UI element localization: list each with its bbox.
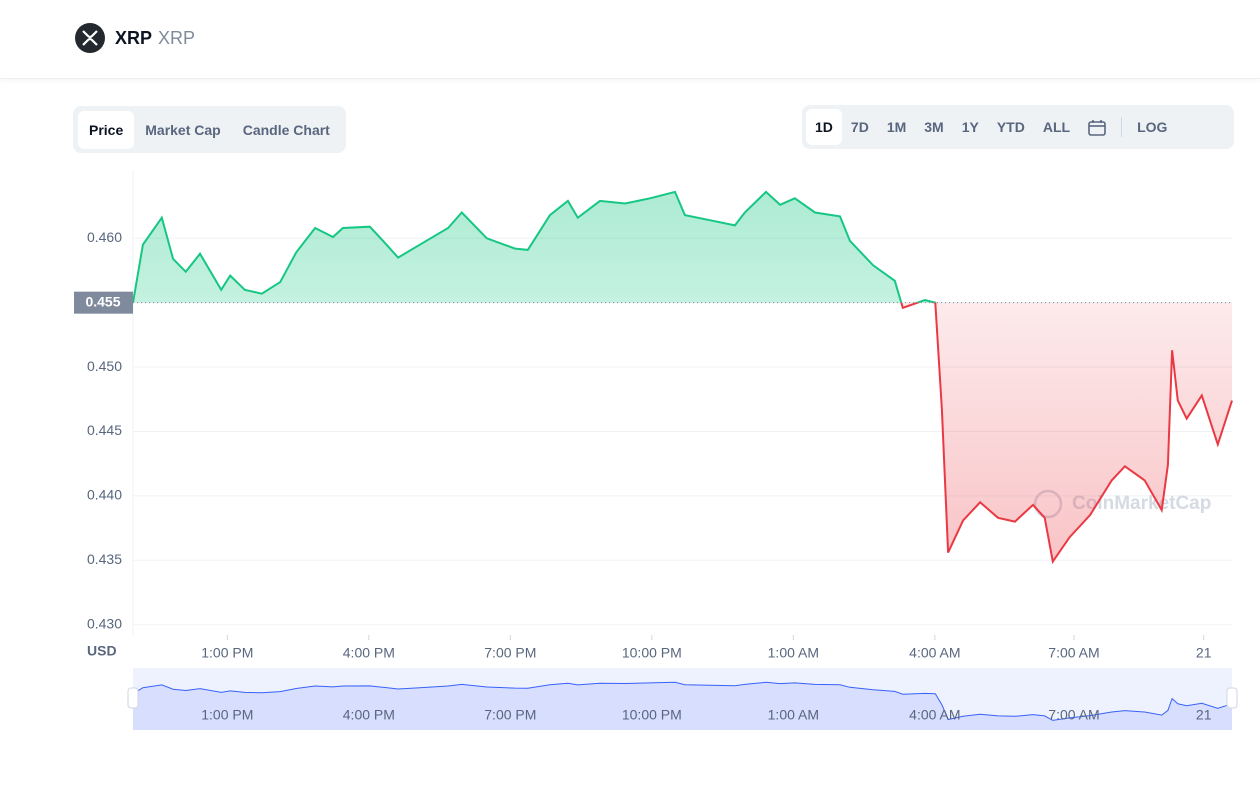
x-tick-label: 21 bbox=[1196, 645, 1212, 661]
range-button[interactable]: YTD bbox=[996, 119, 1025, 135]
y-tick-label: 0.435 bbox=[87, 551, 122, 567]
x-tick-label: 7:00 AM bbox=[1048, 645, 1099, 661]
baseline-label: 0.455 bbox=[85, 293, 120, 309]
chart-tabs: Price Market Cap Candle Chart bbox=[73, 106, 346, 153]
logo-icon bbox=[82, 30, 98, 46]
y-tick-label: 0.460 bbox=[87, 229, 122, 245]
range-button[interactable]: 1M bbox=[886, 119, 907, 135]
coin-logo bbox=[75, 23, 105, 53]
price-line-up bbox=[132, 190, 937, 303]
x-tick-label: 1:00 AM bbox=[768, 645, 819, 661]
chart-tab[interactable]: Price bbox=[78, 110, 135, 149]
navigator-tick-label: 1:00 PM bbox=[201, 707, 253, 723]
navigator-tick-label: 4:00 PM bbox=[343, 707, 395, 723]
coin-symbol: XRP bbox=[115, 28, 153, 48]
coin-name: XRP bbox=[158, 28, 196, 48]
y-tick-label: 0.440 bbox=[87, 487, 122, 503]
range-button[interactable]: 1Y bbox=[961, 119, 979, 135]
chart-tab[interactable]: Market Cap bbox=[145, 121, 221, 138]
x-tick-label: 10:00 PM bbox=[622, 645, 682, 661]
area-down bbox=[133, 302, 1232, 562]
navigator-tick-label: 10:00 PM bbox=[622, 707, 682, 723]
area-up bbox=[133, 191, 1232, 303]
navigator-line bbox=[132, 681, 1233, 721]
x-tick-label: 7:00 PM bbox=[484, 645, 536, 661]
navigator-tick-label: 7:00 PM bbox=[484, 707, 536, 723]
x-tick-label: 4:00 AM bbox=[909, 645, 960, 661]
calendar-button[interactable] bbox=[1079, 112, 1115, 143]
chart-tab[interactable]: Candle Chart bbox=[242, 121, 330, 138]
navigator-tick-label: 4:00 AM bbox=[909, 707, 960, 723]
calendar-icon bbox=[1088, 119, 1106, 136]
range-button[interactable]: 1D bbox=[806, 109, 842, 145]
x-tick-label: 1:00 PM bbox=[201, 645, 253, 661]
range-button[interactable]: ALL bbox=[1042, 119, 1071, 135]
log-button[interactable]: LOG bbox=[1137, 119, 1168, 135]
navigator-area bbox=[133, 682, 1232, 730]
navigator-tick-label: 21 bbox=[1196, 707, 1212, 723]
header: XRP XRP bbox=[0, 0, 1260, 79]
navigator-tick-label: 1:00 AM bbox=[768, 707, 819, 723]
y-unit-label: USD bbox=[87, 643, 117, 659]
y-tick-label: 0.430 bbox=[87, 615, 122, 631]
watermark: CoinMarketCap bbox=[1072, 493, 1211, 514]
range-selector: 1D 7D 1M 3M 1Y YTD ALL LOG bbox=[802, 105, 1234, 149]
navigator-handle[interactable] bbox=[1226, 687, 1238, 709]
navigator-handle[interactable] bbox=[127, 687, 139, 709]
navigator-bg bbox=[133, 668, 1232, 730]
price-line-down bbox=[132, 302, 1233, 565]
separator bbox=[1121, 117, 1123, 137]
y-tick-label: 0.445 bbox=[87, 422, 122, 438]
navigator-tick-label: 7:00 AM bbox=[1048, 707, 1099, 723]
baseline-label-box bbox=[74, 291, 133, 314]
range-button[interactable]: 7D bbox=[850, 119, 869, 135]
y-tick-label: 0.450 bbox=[87, 358, 122, 374]
range-button[interactable]: 3M bbox=[924, 119, 944, 135]
x-tick-label: 4:00 PM bbox=[343, 645, 395, 661]
